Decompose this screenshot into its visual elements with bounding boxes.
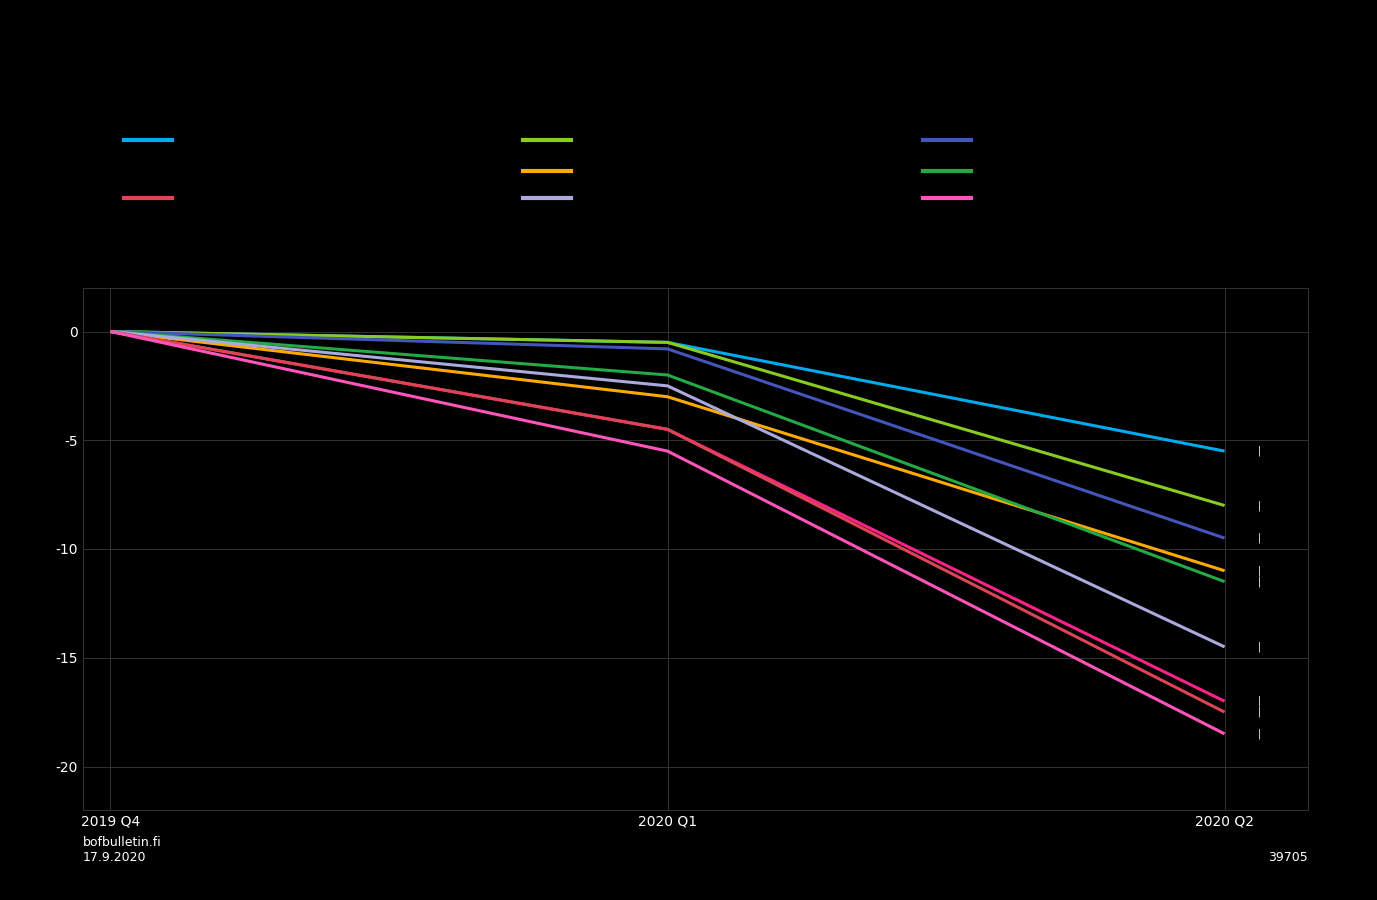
- Text: |: |: [1259, 576, 1261, 587]
- Text: |: |: [1259, 729, 1261, 739]
- Text: bofbulletin.fi
17.9.2020: bofbulletin.fi 17.9.2020: [83, 836, 161, 864]
- Text: 39705: 39705: [1268, 851, 1308, 864]
- Text: |: |: [1259, 642, 1261, 652]
- Text: |: |: [1259, 533, 1261, 544]
- Text: |: |: [1259, 706, 1261, 717]
- Text: |: |: [1259, 446, 1261, 456]
- Text: |: |: [1259, 565, 1261, 576]
- Text: |: |: [1259, 500, 1261, 511]
- Text: |: |: [1259, 696, 1261, 706]
